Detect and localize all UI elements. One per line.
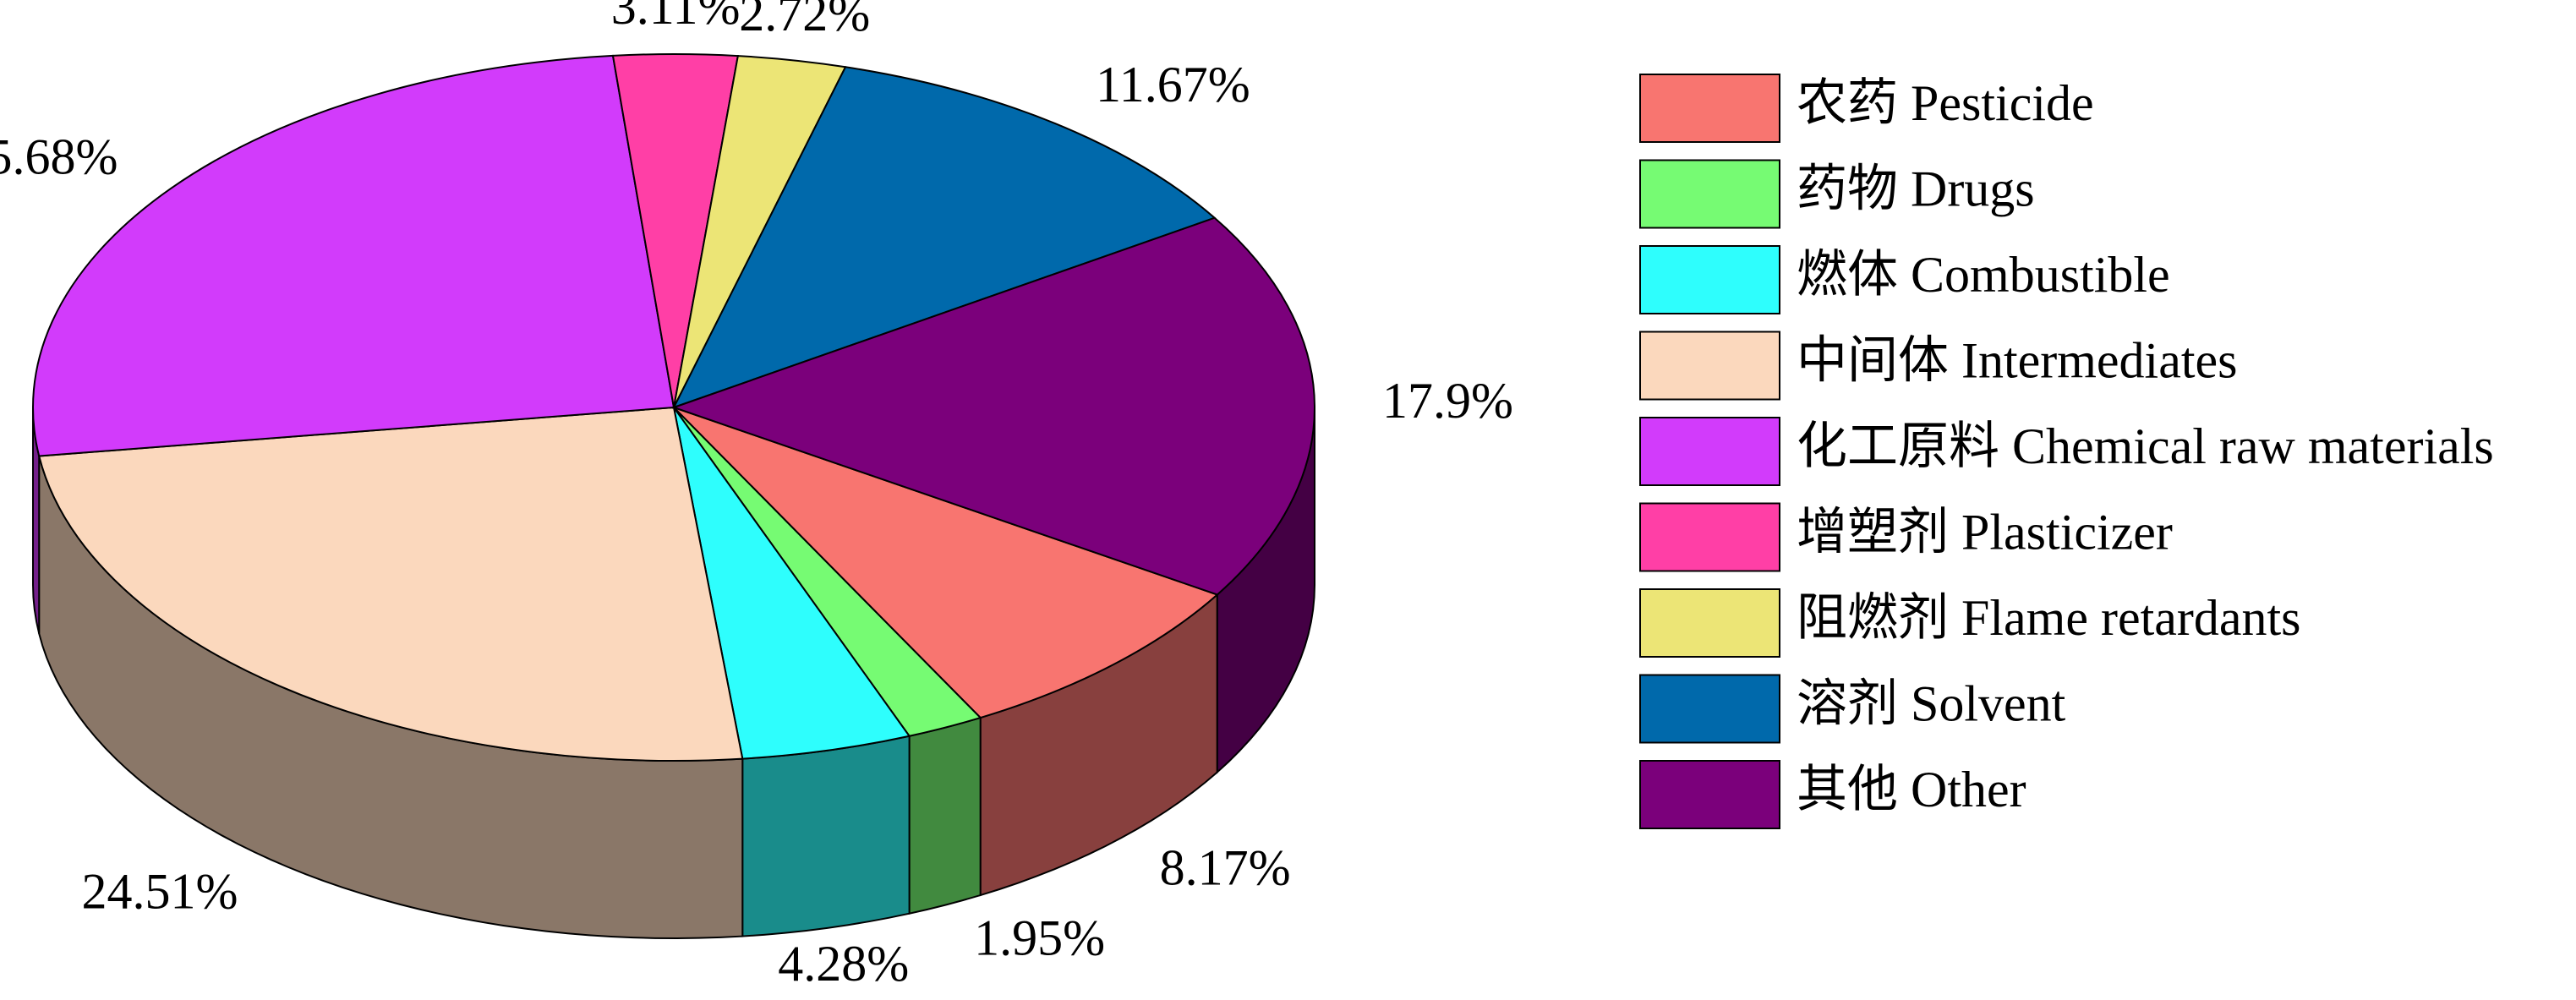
legend-label: 增塑剂 Plasticizer: [1797, 504, 2173, 560]
legend-swatch: [1639, 760, 1780, 829]
legend-swatch: [1639, 674, 1780, 744]
value-label: 8.17%: [1160, 839, 1291, 895]
legend-swatch: [1639, 74, 1780, 143]
legend-swatch: [1639, 159, 1780, 229]
legend-swatch: [1639, 331, 1780, 401]
slice: [37, 406, 744, 762]
legend-label: 化工原料 Chemical raw materials: [1797, 418, 2494, 474]
legend-label: 溶剂 Solvent: [1797, 675, 2066, 731]
slice-side: [908, 716, 982, 915]
value-label: 4.28%: [778, 936, 909, 992]
value-label: 2.72%: [739, 0, 870, 41]
value-label: 25.68%: [0, 129, 118, 185]
value-label: 24.51%: [81, 864, 238, 920]
value-label: 17.9%: [1382, 373, 1513, 429]
value-label: 3.11%: [611, 0, 741, 35]
legend-label: 阻燃剂 Flame retardants: [1797, 590, 2301, 646]
slice: [673, 407, 1219, 719]
legend-label: 药物 Drugs: [1797, 161, 2035, 216]
value-label: 11.67%: [1096, 57, 1250, 112]
value-label: 1.95%: [974, 910, 1105, 966]
legend-swatch: [1639, 588, 1780, 658]
slice: [671, 66, 1217, 409]
slice: [670, 216, 1315, 596]
legend-label: 中间体 Intermediates: [1797, 332, 2238, 388]
legend-label: 其他 Other: [1797, 762, 2026, 817]
legend-swatch: [1639, 502, 1780, 572]
slice: [673, 407, 911, 760]
legend-swatch: [1639, 417, 1780, 486]
legend-label: 农药 Pesticide: [1797, 75, 2094, 131]
legend-swatch: [1639, 245, 1780, 314]
slice: [32, 54, 675, 457]
slice-side: [741, 735, 911, 937]
legend-label: 燃体 Combustible: [1797, 247, 2170, 303]
